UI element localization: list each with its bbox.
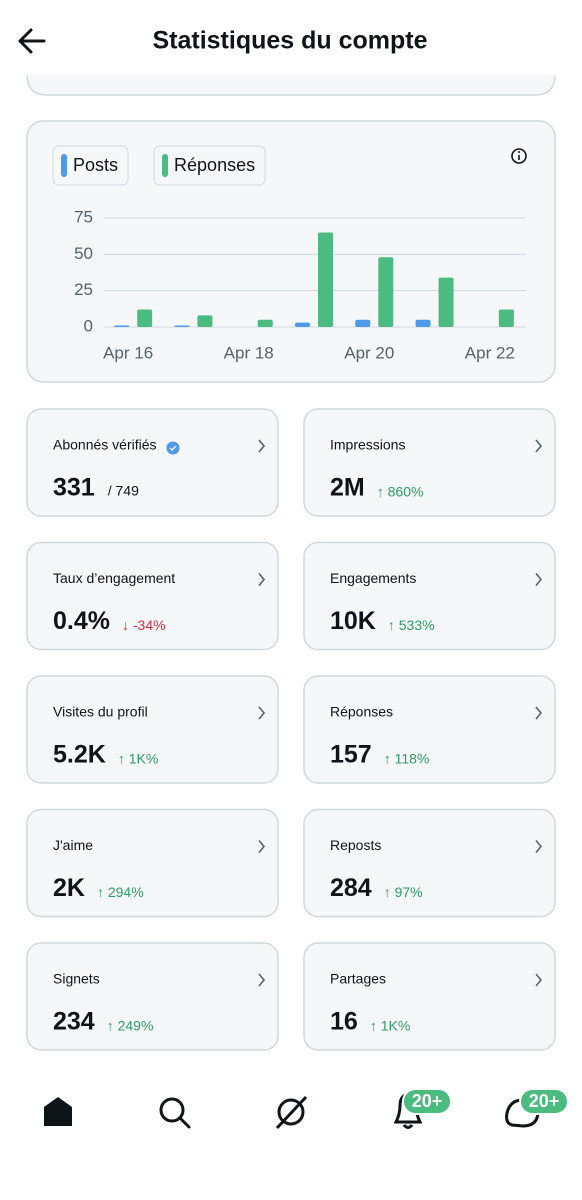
card-value: 2K	[53, 874, 85, 902]
chevron	[535, 706, 543, 720]
grok-icon[interactable]	[275, 1095, 308, 1130]
stat-card[interactable]	[303, 808, 556, 918]
chevron	[258, 973, 266, 987]
bar	[197, 315, 213, 327]
chevron	[258, 706, 266, 720]
card-value: 16	[330, 1008, 358, 1036]
home-icon[interactable]	[44, 1097, 72, 1126]
cards: Abonnés vérifiés 331 / 749 Impressions 2M ↑ 8…	[26, 408, 556, 1051]
card-delta: ↑ 294%	[97, 884, 144, 900]
legend-label: Posts	[73, 155, 118, 175]
x-tick-label: Apr 20	[344, 343, 394, 362]
badge	[519, 1088, 569, 1115]
bar	[498, 309, 514, 327]
card-value: 284	[330, 874, 372, 902]
stat-card[interactable]	[303, 408, 556, 517]
y-tick-label: 25	[74, 280, 93, 299]
card-value: 2M	[330, 474, 365, 502]
bottom-nav	[44, 1093, 540, 1130]
card-title: Engagements	[330, 570, 416, 586]
card-value: 331	[53, 474, 95, 502]
y-tick-label: 75	[74, 207, 93, 226]
stat-card[interactable]	[303, 541, 556, 651]
chevron	[535, 839, 543, 854]
chart: 0 25 50 75 Posts Réponses Apr 16 Apr 18 Apr 20 Ap…	[52, 145, 526, 362]
bar	[295, 322, 310, 327]
y-tick-label: 0	[84, 316, 93, 335]
legend-swatch	[162, 154, 169, 177]
badge-label: 20+	[412, 1091, 443, 1111]
legend-label: Réponses	[174, 155, 255, 175]
card-value: 234	[53, 1008, 95, 1036]
card-title: Impressions	[330, 437, 405, 453]
stat-card[interactable]	[303, 942, 556, 1051]
card-sub: / 749	[108, 483, 139, 499]
legend-item	[153, 145, 266, 186]
card-value: 10K	[330, 607, 376, 635]
card-title: Visites du profil	[53, 704, 148, 720]
chevron	[535, 439, 543, 453]
stat-card[interactable]	[26, 408, 279, 517]
back-button[interactable]	[18, 28, 46, 54]
card-delta: ↑ 1K%	[370, 1018, 410, 1034]
chevron	[535, 973, 543, 987]
card-value: 5.2K	[53, 741, 106, 769]
card-delta: ↑ 860%	[377, 484, 424, 500]
x-tick-label: Apr 18	[224, 343, 274, 362]
card-title: Reposts	[330, 837, 381, 853]
card-title: Taux d’engagement	[53, 570, 175, 586]
chart-card	[26, 120, 556, 383]
chevron	[535, 572, 543, 587]
bar	[174, 325, 190, 327]
stat-card[interactable]	[303, 675, 556, 784]
badge	[402, 1088, 452, 1115]
stat-card[interactable]	[26, 541, 279, 651]
card-title: Partages	[330, 971, 386, 987]
bar	[318, 232, 333, 327]
stat-card[interactable]	[26, 675, 279, 784]
bar	[257, 319, 273, 327]
y-tick-label: 50	[74, 244, 93, 263]
card-delta: ↑ 118%	[384, 751, 430, 767]
chevron	[258, 439, 266, 453]
card-delta: ↓ -34%	[122, 617, 166, 633]
x-tick-label: Apr 16	[103, 343, 153, 362]
chevron	[258, 839, 266, 854]
bar	[415, 319, 431, 327]
search-icon[interactable]	[159, 1097, 191, 1129]
legend-swatch	[61, 154, 67, 177]
bar	[137, 309, 153, 327]
card-delta: ↑ 533%	[388, 617, 435, 633]
card-title: Signets	[53, 971, 100, 987]
card-value: 157	[330, 741, 372, 769]
verified-badge	[166, 441, 180, 455]
badge-label: 20+	[529, 1091, 560, 1111]
card-delta: ↑ 1K%	[118, 751, 158, 767]
info-icon[interactable]	[511, 148, 527, 164]
card-title: Abonnés vérifiés	[53, 437, 157, 453]
stat-card[interactable]	[26, 942, 279, 1051]
legend-item	[52, 145, 129, 186]
card-delta: ↑ 249%	[107, 1018, 154, 1034]
x-tick-label: Apr 22	[465, 343, 515, 362]
chevron	[258, 572, 266, 587]
card-title: J'aime	[53, 837, 93, 853]
card-value: 0.4%	[53, 607, 110, 635]
stat-card[interactable]	[26, 808, 279, 918]
bar	[355, 319, 371, 327]
card-title: Réponses	[330, 704, 393, 720]
bar	[114, 325, 130, 327]
partial-card	[26, 74, 556, 96]
page-title: Statistiques du compte	[152, 27, 427, 55]
card-delta: ↑ 97%	[384, 884, 423, 900]
bar	[378, 257, 394, 327]
bar	[438, 277, 454, 327]
